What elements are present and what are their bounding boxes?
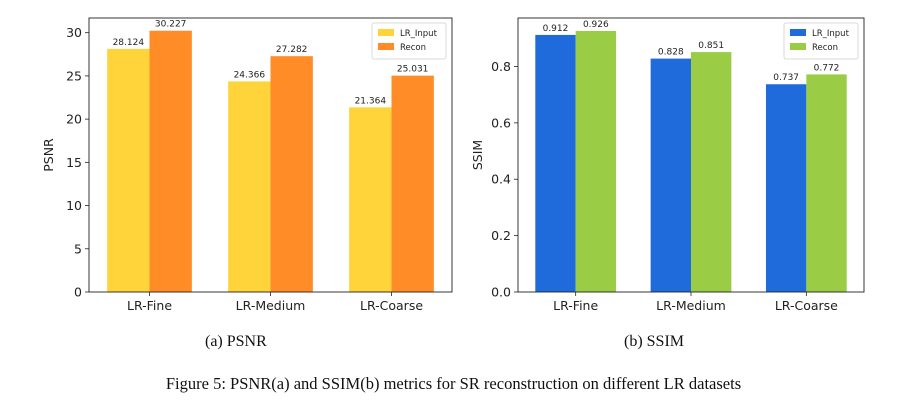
bar-recon-lr-fine [575,30,617,293]
bar-lr-input-lr-fine [107,48,150,293]
y-axis-label: PSNR [41,138,56,172]
legend-swatch [790,43,806,50]
data-label: 0.912 [543,24,569,34]
y-tick-label: 0.2 [491,228,511,243]
y-tick-label: 0.4 [491,172,511,187]
legend-label: LR_Input [812,29,850,39]
data-label: 27.282 [276,45,308,55]
subcaption-ssim: (b) SSIM [624,333,685,350]
legend-label: Recon [812,43,838,53]
legend-label: LR_Input [400,29,438,39]
data-label: 0.737 [773,73,799,83]
data-label: 0.828 [658,48,684,58]
y-tick-label: 10 [66,198,82,213]
plot-frame [88,17,453,293]
psnr-chart: 28.124 30.227 LR-Fine 24.366 27.282 LR-Medium… [41,17,453,313]
legend-swatch [378,43,394,50]
data-label: 28.124 [113,38,145,48]
y-tick-label: 30 [66,25,82,40]
bar-lr-input-lr-fine [535,34,576,293]
data-label: 0.851 [698,41,724,51]
y-tick-label: 25 [66,68,82,83]
y-tick-label: 0.0 [491,285,511,300]
bar-lr-input-lr-medium [228,81,271,293]
figure-caption: Figure 5: PSNR(a) and SSIM(b) metrics fo… [165,374,742,393]
x-tick-label: LR-Coarse [360,298,423,313]
y-tick-label: 0 [74,285,82,300]
data-label: 30.227 [155,20,187,30]
plot-frame [517,17,865,293]
bar-recon-lr-coarse [391,75,434,292]
x-tick-label: LR-Coarse [775,298,838,313]
x-tick-label: LR-Medium [236,298,306,313]
legend-label: Recon [400,43,426,53]
legend-swatch [790,29,806,36]
y-axis-label: SSIM [470,140,485,170]
y-tick-label: 15 [66,155,82,170]
bar-recon-lr-coarse [806,74,847,292]
legend-swatch [378,29,394,36]
y-tick-label: 5 [74,241,82,256]
y-tick-label: 20 [66,112,82,127]
x-tick-label: LR-Fine [127,298,172,313]
data-label: 0.772 [814,63,840,73]
data-label: 24.366 [234,70,266,80]
data-label: 25.031 [397,65,429,75]
x-tick-label: LR-Medium [656,298,726,313]
data-label: 0.926 [583,20,609,30]
y-tick-label: 0.8 [491,59,511,74]
legend: LR_Input Recon [371,22,447,60]
bar-lr-input-lr-coarse [349,107,392,292]
subcaption-psnr: (a) PSNR [205,333,267,350]
bar-recon-lr-medium [270,56,313,292]
x-tick-label: LR-Fine [553,298,598,313]
data-label: 21.364 [355,96,387,106]
y-tick-label: 0.6 [491,115,511,130]
bar-recon-lr-medium [691,52,732,292]
legend: LR_Input Recon [783,22,859,60]
bar-recon-lr-fine [149,30,192,292]
ssim-chart: 0.912 0.926 LR-Fine 0.828 0.851 LR-Medium 0.73… [470,17,865,313]
bar-lr-input-lr-coarse [765,84,807,292]
bar-lr-input-lr-medium [650,58,691,293]
